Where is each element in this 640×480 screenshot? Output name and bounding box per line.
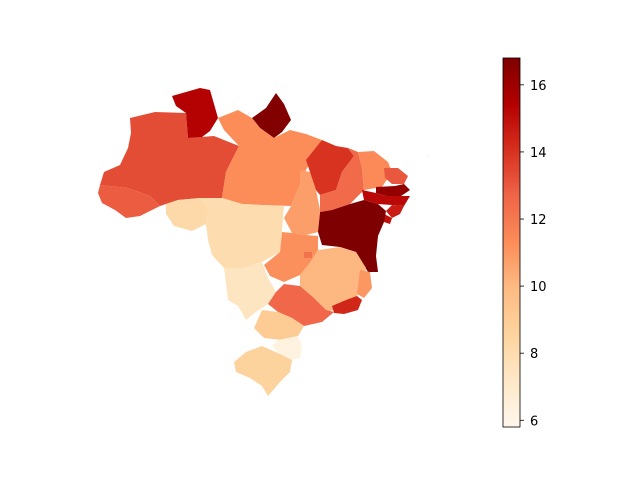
state-ES [357, 270, 372, 298]
state-AC [98, 185, 160, 218]
state-PB [376, 184, 410, 196]
state-PA [218, 110, 322, 206]
colorbar-gradient [502, 57, 521, 428]
colorbar-tick-label: 8 [530, 347, 538, 362]
state-SC [272, 336, 302, 360]
state-BA [318, 200, 386, 272]
colorbar-tick-label: 10 [530, 280, 547, 295]
colorbar-tick-label: 16 [530, 79, 547, 94]
state-PR [254, 310, 304, 340]
state-RN [384, 168, 408, 184]
colorbar-tick-label: 12 [530, 213, 547, 228]
colorbar: 6 8 10 12 14 16 [502, 57, 547, 429]
state-AP [252, 93, 291, 138]
colorbar-ticks: 6 8 10 12 14 16 [520, 79, 547, 429]
state-PE [362, 190, 410, 206]
state-GO [264, 232, 318, 282]
state-TO [284, 170, 320, 235]
state-DF [304, 252, 312, 258]
colorbar-tick-label: 14 [530, 146, 547, 161]
state-AL [386, 205, 404, 218]
state-RJ [332, 296, 362, 314]
state-RR [172, 88, 218, 138]
state-SE [384, 214, 392, 224]
state-RS [234, 346, 292, 396]
state-MT [200, 198, 284, 268]
state-AM [100, 112, 239, 206]
state-PI [320, 148, 364, 212]
state-MA [306, 140, 354, 195]
state-CE [358, 151, 392, 190]
state-island [427, 155, 429, 157]
state-RO [166, 198, 209, 231]
colorbar-tick-label: 6 [530, 414, 538, 429]
state-SP [268, 284, 334, 326]
state-MG [300, 247, 366, 312]
state-MS [224, 262, 276, 320]
brazil-map [98, 88, 429, 396]
